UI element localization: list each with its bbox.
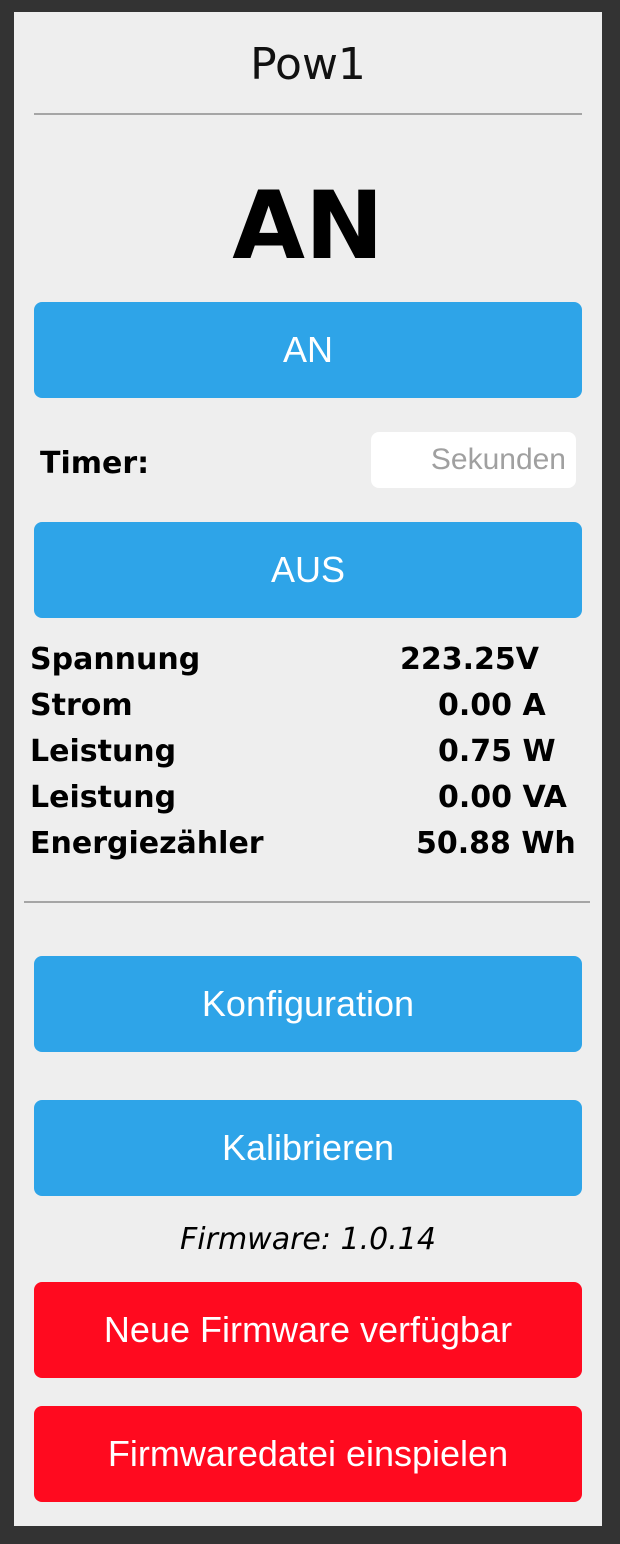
device-name: Pow1 [250,39,366,90]
upload-firmware-file-button[interactable]: Firmwaredatei einspielen [34,1406,582,1502]
power-state: AN [232,172,384,281]
timer-seconds-input[interactable] [371,432,576,488]
middle-divider [24,901,590,903]
on-button[interactable]: AN [34,302,582,398]
voltage-value: 223.25V [400,642,539,677]
active-power-value: 0.75 W [438,734,556,769]
top-divider [34,113,582,115]
calibrate-button[interactable]: Kalibrieren [34,1100,582,1196]
configuration-button[interactable]: Konfiguration [34,956,582,1052]
energy-counter-label: Energiezähler [30,826,264,861]
voltage-label: Spannung [30,642,201,677]
reading-row: Leistung 0.00 VA [30,775,590,821]
reading-row: Strom 0.00 A [30,683,590,729]
off-button[interactable]: AUS [34,522,582,618]
readings-list: Spannung 223.25V Strom 0.00 A Leistung 0… [30,637,590,867]
new-firmware-available-button[interactable]: Neue Firmware verfügbar [34,1282,582,1378]
apparent-power-value: 0.00 VA [438,780,567,815]
apparent-power-label: Leistung [30,780,177,815]
reading-row: Leistung 0.75 W [30,729,590,775]
current-label: Strom [30,688,133,723]
reading-row: Energiezähler 50.88 Wh [30,821,590,867]
firmware-version: Firmware: 1.0.14 [180,1222,436,1257]
energy-counter-value: 50.88 Wh [416,826,576,861]
active-power-label: Leistung [30,734,177,769]
current-value: 0.00 A [438,688,546,723]
reading-row: Spannung 223.25V [30,637,590,683]
timer-label: Timer: [40,446,150,481]
device-panel: Pow1 AN AN Timer: AUS Spannung 223.25V S… [14,12,602,1526]
